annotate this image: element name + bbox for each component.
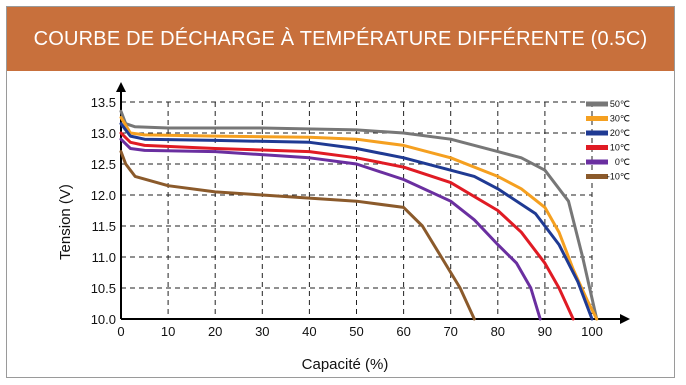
x-tick-label: 100 (581, 324, 603, 339)
x-axis-title: Capacité (%) (302, 356, 389, 373)
legend-swatch (586, 130, 608, 136)
legend-label: 10℃ (610, 143, 630, 153)
y-tick-label: 10.5 (91, 281, 116, 296)
series-line (119, 137, 542, 321)
y-tick-label: 13.0 (91, 126, 116, 141)
x-tick-label: 10 (161, 324, 175, 339)
series-line (119, 150, 476, 321)
x-tick-label: 70 (443, 324, 457, 339)
chart-title: COURBE DE DÉCHARGE À TEMPÉRATURE DIFFÉRE… (33, 27, 648, 50)
legend-label: 20℃ (610, 128, 630, 138)
chart-title-header: COURBE DE DÉCHARGE À TEMPÉRATURE DIFFÉRE… (7, 7, 674, 71)
y-tick-label: 11.0 (92, 250, 116, 265)
legend-label: 50℃ (610, 99, 630, 109)
y-tick-label: 11.5 (92, 219, 116, 234)
x-tick-label: 90 (538, 324, 552, 339)
series-line (119, 131, 575, 321)
x-tick-label: 40 (302, 324, 316, 339)
legend-swatch (586, 116, 608, 121)
y-tick-label: 12.0 (91, 188, 116, 203)
legend-swatch (586, 174, 608, 179)
chart-frame: COURBE DE DÉCHARGE À TEMPÉRATURE DIFFÉRE… (6, 6, 675, 378)
y-tick-label: 10.0 (91, 312, 116, 327)
x-tick-label: 60 (396, 324, 410, 339)
legend-swatch (586, 159, 608, 165)
y-tick-label: 12.5 (91, 157, 116, 172)
x-tick-label: 80 (491, 324, 505, 339)
legend-label: 0℃ (615, 157, 630, 167)
series-line (119, 116, 599, 321)
x-tick-label: 50 (349, 324, 363, 339)
x-tick-label: 20 (208, 324, 222, 339)
legend-label: 30℃ (610, 114, 630, 124)
legend-swatch (586, 145, 608, 150)
series-line (119, 122, 594, 321)
legend-swatch (586, 101, 608, 107)
y-axis-title: Tension (V) (57, 184, 74, 260)
series-line (119, 109, 599, 321)
x-tick-label: 30 (255, 324, 269, 339)
y-tick-label: 13.5 (91, 95, 116, 110)
legend-label: -10℃ (607, 172, 630, 182)
x-axis-arrow (620, 314, 630, 324)
x-tick-label: 0 (117, 324, 124, 339)
y-axis-arrow (116, 82, 126, 92)
